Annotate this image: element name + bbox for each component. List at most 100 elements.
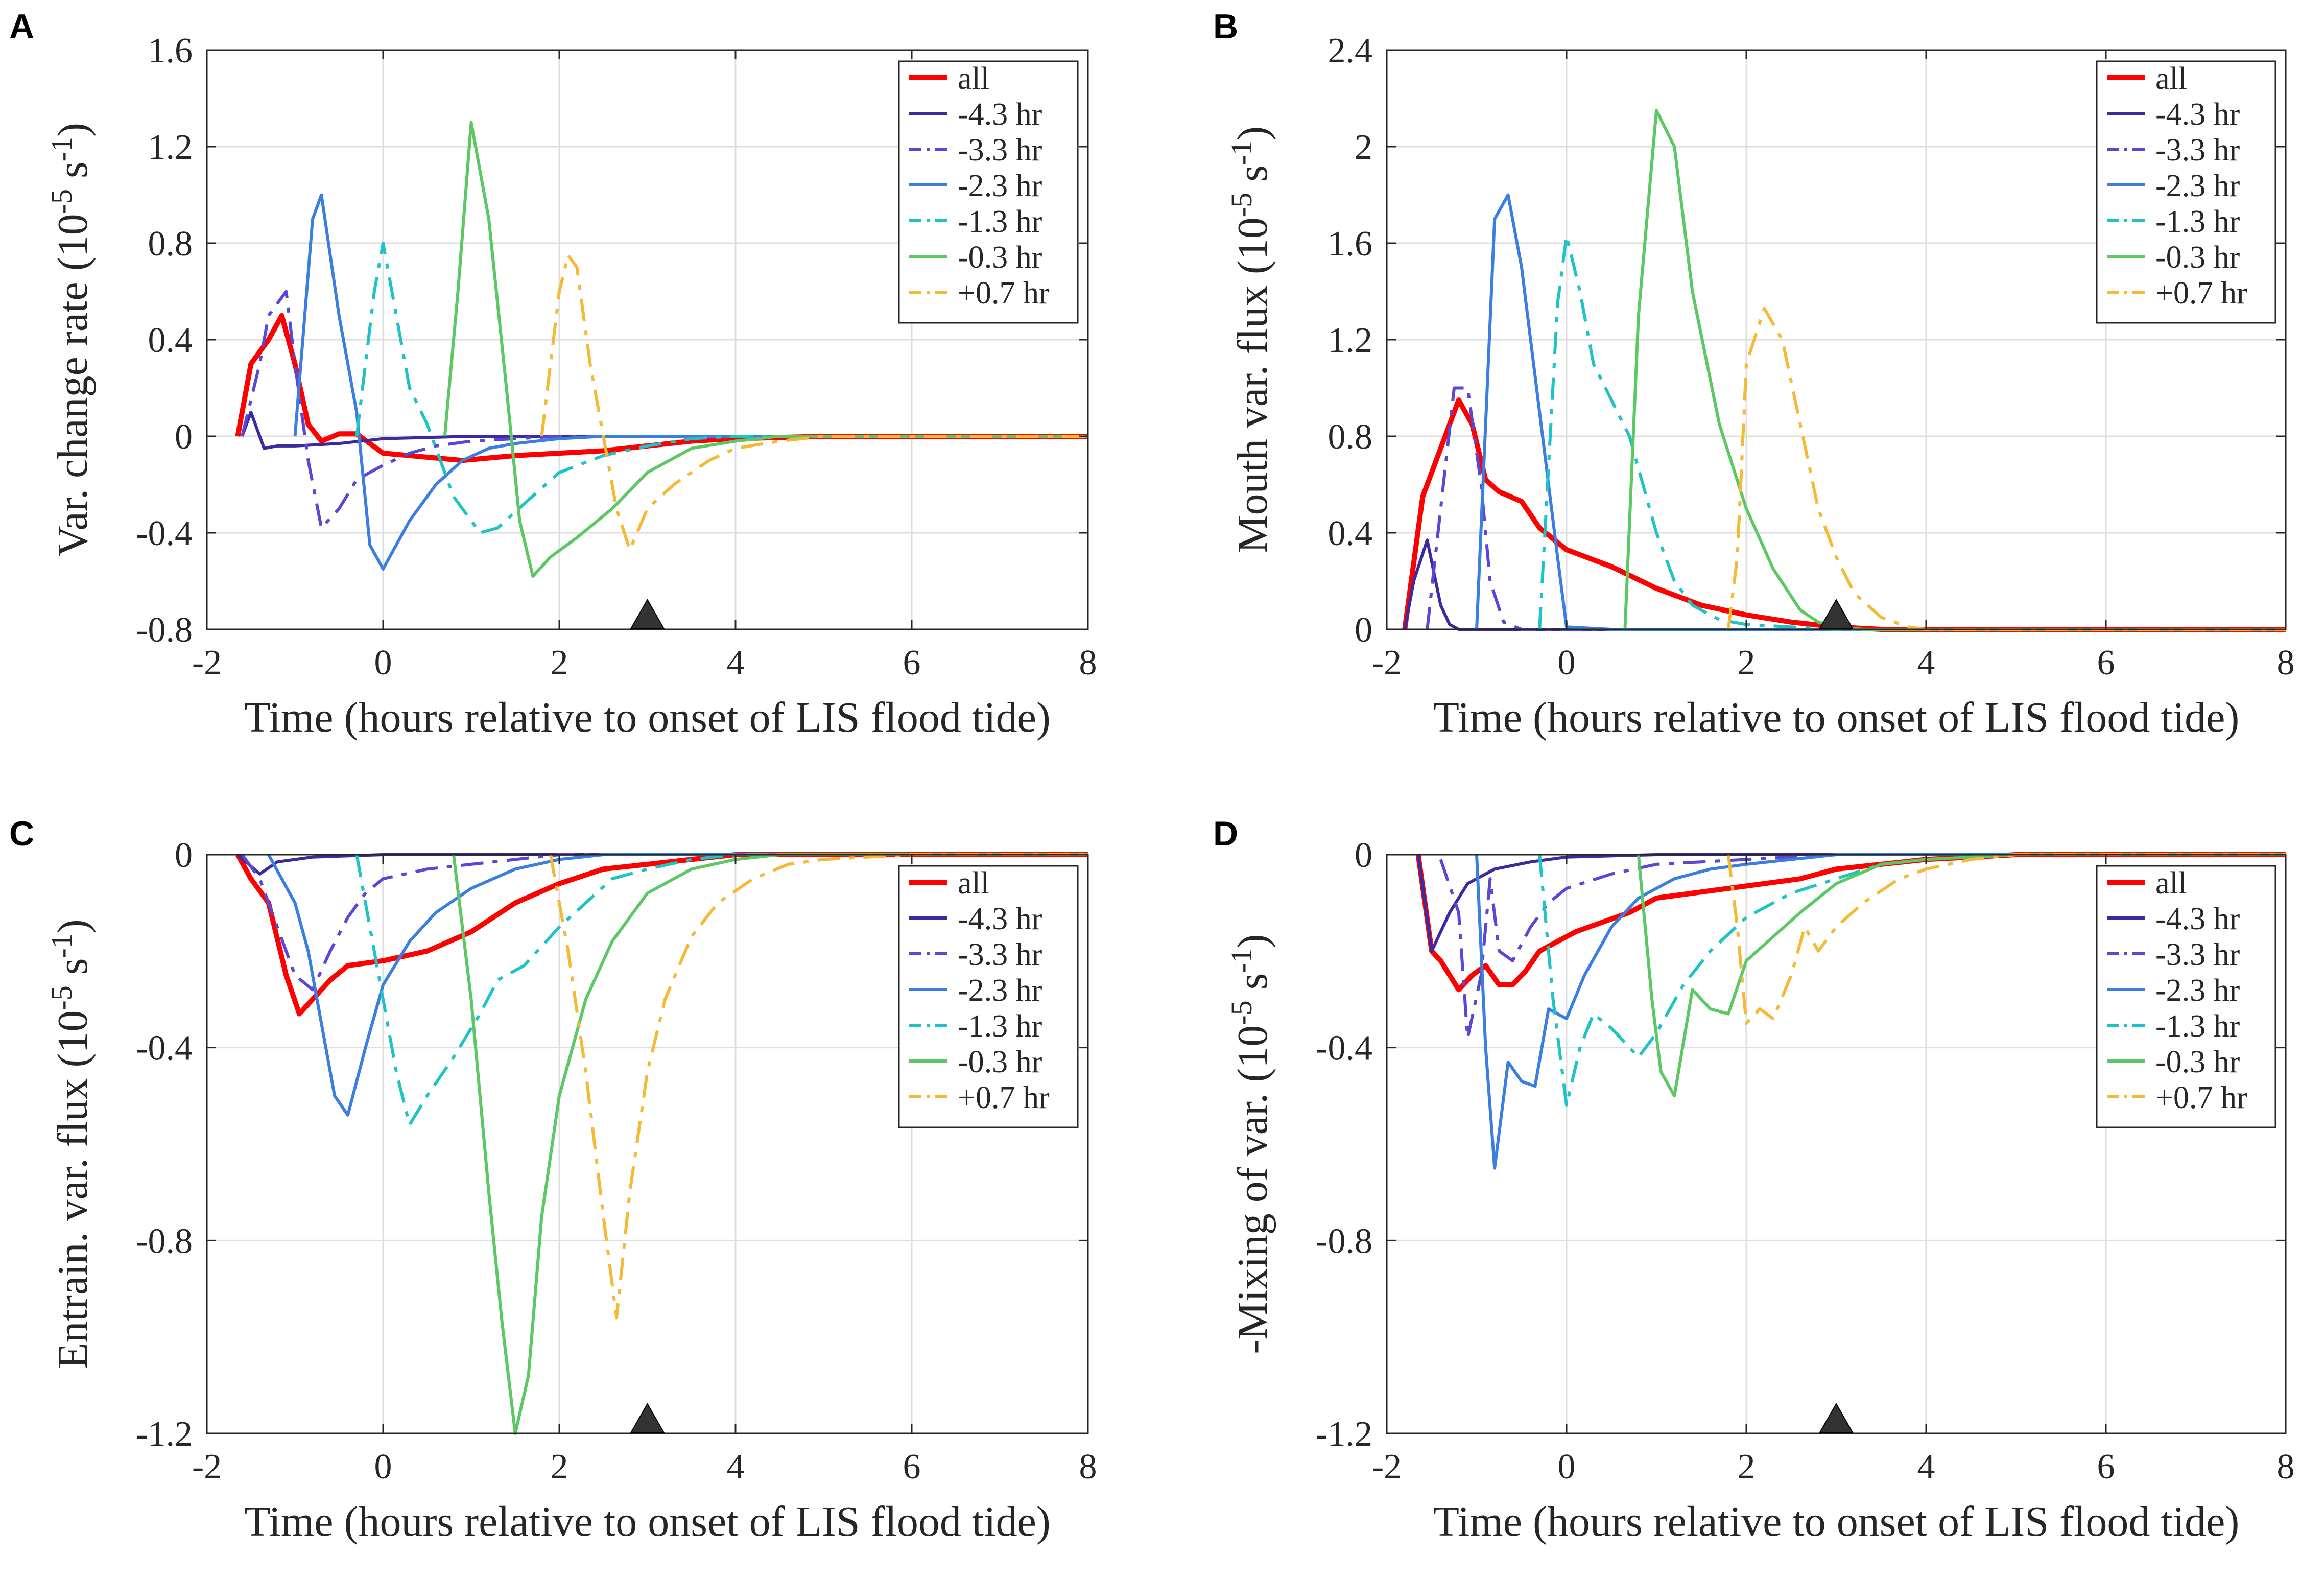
series-line--2-3-hr <box>1475 193 2286 631</box>
panel-letter: A <box>9 7 34 46</box>
y-tick-label: -0.4 <box>136 514 193 553</box>
x-tick-label: 4 <box>727 643 745 682</box>
x-tick-label: 8 <box>2277 1447 2295 1487</box>
panel-d: D -2 0 2 4 6 8 -1.2 -0.8 -0.4 0 Time (hours relativ… <box>1213 814 2295 1545</box>
y-tick-label: 0 <box>175 836 193 875</box>
legend-entry: -0.3 hr <box>958 1045 1042 1079</box>
y-label-superscript: -5 <box>1225 1000 1258 1025</box>
onset-marker-triangle <box>630 1402 665 1433</box>
x-tick-label: 6 <box>2097 643 2115 682</box>
series-line-all <box>235 313 1088 463</box>
legend-entry: -4.3 hr <box>2155 902 2240 936</box>
y-label-part: s <box>49 958 97 986</box>
legend: all-4.3 hr-3.3 hr-2.3 hr-1.3 hr-0.3 hr+0… <box>2096 865 2276 1128</box>
y-axis-label: -Mixing of var. (10-5 s-1) <box>1225 934 1276 1354</box>
series-group <box>1415 852 2286 1170</box>
legend-box <box>898 865 1079 1128</box>
legend-entry: +0.7 hr <box>958 276 1050 311</box>
legend-entry: -2.3 hr <box>2155 973 2240 1008</box>
x-tick-label: -2 <box>1372 1447 1402 1487</box>
legend-entry: -4.3 hr <box>2155 97 2240 132</box>
series-line--0-3-hr <box>452 853 1088 1435</box>
x-tick-label: 4 <box>1917 643 1935 682</box>
x-tick-label: 8 <box>2277 643 2295 682</box>
series-line--3-3-hr <box>1439 853 2286 1040</box>
y-label-part: ) <box>49 919 97 933</box>
legend: all-4.3 hr-3.3 hr-2.3 hr-1.3 hr-0.3 hr+0… <box>898 865 1079 1128</box>
y-label-superscript: -5 <box>45 985 78 1010</box>
x-axis-label: Time (hours relative to onset of LIS flo… <box>244 694 1051 741</box>
x-tick-label: 0 <box>374 1447 392 1487</box>
legend-box <box>2096 60 2276 324</box>
x-tick-label: -2 <box>192 643 222 682</box>
x-axis-label: Time (hours relative to onset of LIS flo… <box>1433 1498 2240 1545</box>
x-tick-label: 6 <box>903 1447 921 1487</box>
y-tick-label: 1.6 <box>1328 224 1373 264</box>
legend-entry: -1.3 hr <box>958 1009 1042 1044</box>
series-line--0-3-hr <box>1637 853 2286 1098</box>
x-tick-label: 2 <box>551 1447 568 1487</box>
y-tick-label: 0 <box>175 417 193 457</box>
x-tick-label: 2 <box>551 643 568 682</box>
series-line--1-3-hr <box>355 242 1088 534</box>
y-label-superscript: -1 <box>1225 948 1258 973</box>
y-tick-label: 2 <box>1355 128 1372 167</box>
y-tick-label: -1.2 <box>1316 1415 1372 1454</box>
y-label-part: Mouth var. flux (10 <box>1229 217 1276 553</box>
series-line--1-3-hr <box>355 853 1088 1126</box>
legend-entry: -0.3 hr <box>958 240 1042 275</box>
panel-a: A -2 0 2 4 6 8 -0.8 -0.4 0 0.4 0.8 1.2 1.6 Time (hours… <box>9 7 1097 741</box>
y-tick-label: -0.8 <box>136 1221 193 1261</box>
legend-entry: -2.3 hr <box>958 169 1042 203</box>
y-tick-label: 0 <box>1355 836 1372 875</box>
onset-marker-triangle <box>1819 598 1854 629</box>
legend-entry: -1.3 hr <box>958 204 1042 239</box>
axes-box <box>206 854 1089 1434</box>
y-label-superscript: -1 <box>1225 140 1258 165</box>
legend-entry: all <box>958 61 989 96</box>
legend-entry: all <box>958 866 989 901</box>
legend-entry: +0.7 hr <box>958 1080 1050 1115</box>
y-tick-label: -0.8 <box>136 610 193 650</box>
y-axis-label: Entrain. var. flux (10-5 s-1) <box>45 919 97 1369</box>
x-tick-label: 8 <box>1079 643 1097 682</box>
onset-marker-triangle <box>1819 1402 1854 1433</box>
legend-entry: all <box>2155 866 2187 901</box>
y-axis-label: Mouth var. flux (10-5 s-1) <box>1225 126 1276 553</box>
legend-entry: +0.7 hr <box>2155 1080 2247 1115</box>
legend: all-4.3 hr-3.3 hr-2.3 hr-1.3 hr-0.3 hr+0… <box>2096 60 2276 324</box>
legend-entry: -0.3 hr <box>2155 240 2240 275</box>
panel-letter: C <box>9 814 34 853</box>
series-line--0-3-hr <box>443 121 1088 578</box>
x-tick-label: 4 <box>727 1447 745 1487</box>
series-line--0-7-hr <box>540 253 1088 552</box>
y-tick-label: 1.6 <box>148 31 193 70</box>
series-line--0-7-hr <box>549 853 1088 1320</box>
legend-entry: -2.3 hr <box>2155 169 2240 203</box>
panel-c: C -2 0 2 4 6 8 -1.2 -0.8 -0.4 0 Time (hours relativ… <box>9 814 1097 1545</box>
axes-box <box>1386 854 2287 1434</box>
legend-entry: -3.3 hr <box>958 937 1042 972</box>
legend-box <box>2096 865 2276 1128</box>
y-axis-label: Var. change rate (10-5 s-1) <box>45 123 97 557</box>
x-tick-label: 2 <box>1738 643 1756 682</box>
x-tick-label: 0 <box>1558 643 1576 682</box>
x-tick-label: -2 <box>192 1447 222 1487</box>
series-line--2-3-hr <box>1475 853 2286 1170</box>
legend-entry: -3.3 hr <box>958 133 1042 168</box>
x-axis-label: Time (hours relative to onset of LIS flo… <box>1433 694 2240 741</box>
legend-entry: all <box>2155 61 2187 96</box>
x-axis-label: Time (hours relative to onset of LIS flo… <box>244 1498 1051 1545</box>
y-tick-label: 0.4 <box>1328 514 1373 553</box>
series-line--0-7-hr <box>1726 853 2286 1025</box>
y-label-superscript: -1 <box>45 933 78 958</box>
y-label-part: s <box>1229 165 1276 193</box>
legend: all-4.3 hr-3.3 hr-2.3 hr-1.3 hr-0.3 hr+0… <box>898 60 1079 324</box>
y-tick-label: -0.4 <box>136 1029 193 1068</box>
y-label-part: -Mixing of var. (10 <box>1229 1025 1276 1354</box>
x-tick-label: 6 <box>2097 1447 2115 1487</box>
y-tick-label: 0 <box>1355 610 1372 650</box>
y-label-part: ) <box>1229 126 1276 140</box>
